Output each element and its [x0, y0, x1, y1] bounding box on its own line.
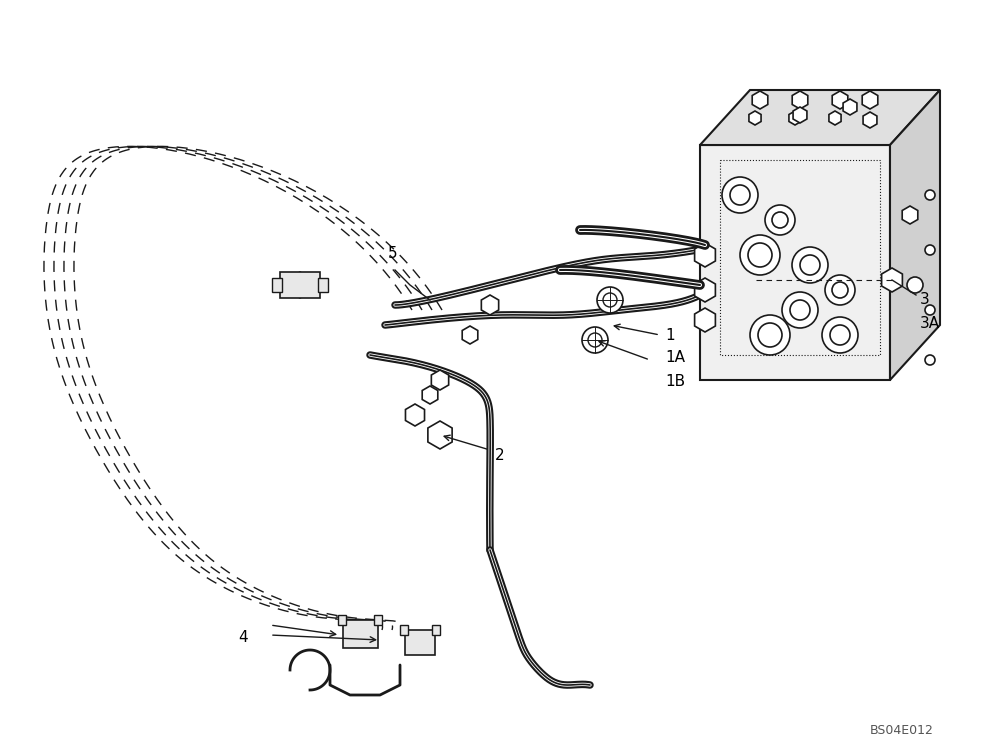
Bar [432, 625, 440, 635]
Polygon shape [902, 206, 918, 224]
Circle shape [758, 323, 782, 347]
Bar [272, 278, 282, 292]
Text: 1A: 1A [665, 351, 685, 365]
Circle shape [792, 247, 828, 283]
Polygon shape [428, 421, 452, 449]
Circle shape [765, 205, 795, 235]
Text: 3A: 3A [920, 315, 940, 330]
Circle shape [925, 355, 935, 365]
Circle shape [822, 317, 858, 353]
Polygon shape [700, 145, 890, 380]
Circle shape [907, 277, 923, 293]
Polygon shape [862, 91, 878, 109]
Text: 5: 5 [388, 246, 398, 261]
Circle shape [597, 287, 623, 313]
Bar [400, 625, 408, 635]
Bar [343, 620, 378, 648]
Circle shape [750, 315, 790, 355]
Bar [338, 615, 346, 625]
Bar [405, 630, 435, 655]
Circle shape [740, 235, 780, 275]
Circle shape [588, 333, 602, 347]
Circle shape [832, 282, 848, 298]
Circle shape [790, 300, 810, 320]
Polygon shape [890, 90, 940, 380]
Text: 1B: 1B [665, 373, 685, 389]
Text: 2: 2 [495, 448, 505, 463]
Polygon shape [832, 91, 848, 109]
Text: 3: 3 [920, 293, 930, 308]
Circle shape [800, 255, 820, 275]
Polygon shape [422, 386, 438, 404]
Text: BS04E012: BS04E012 [870, 723, 934, 736]
Polygon shape [843, 99, 857, 115]
Circle shape [830, 325, 850, 345]
Polygon shape [695, 278, 715, 302]
Polygon shape [405, 404, 425, 426]
Circle shape [722, 177, 758, 213]
Polygon shape [289, 272, 311, 298]
Polygon shape [462, 326, 478, 344]
Polygon shape [863, 112, 877, 128]
Text: 4: 4 [238, 631, 248, 646]
Circle shape [925, 245, 935, 255]
Polygon shape [752, 91, 768, 109]
Circle shape [825, 275, 855, 305]
Polygon shape [481, 295, 499, 315]
Circle shape [925, 305, 935, 315]
Polygon shape [695, 308, 715, 332]
Polygon shape [695, 243, 715, 267]
Polygon shape [882, 268, 902, 292]
Circle shape [782, 292, 818, 328]
Polygon shape [829, 111, 841, 125]
Bar [374, 615, 382, 625]
Polygon shape [749, 111, 761, 125]
Polygon shape [793, 107, 807, 123]
Polygon shape [789, 111, 801, 125]
Circle shape [748, 243, 772, 267]
Bar [280, 272, 320, 298]
Circle shape [582, 327, 608, 353]
Bar [318, 278, 328, 292]
Text: 1: 1 [665, 327, 675, 342]
Circle shape [730, 185, 750, 205]
Circle shape [772, 212, 788, 228]
Polygon shape [431, 370, 449, 390]
Polygon shape [700, 90, 940, 145]
Circle shape [603, 293, 617, 307]
Circle shape [925, 190, 935, 200]
Polygon shape [792, 91, 808, 109]
